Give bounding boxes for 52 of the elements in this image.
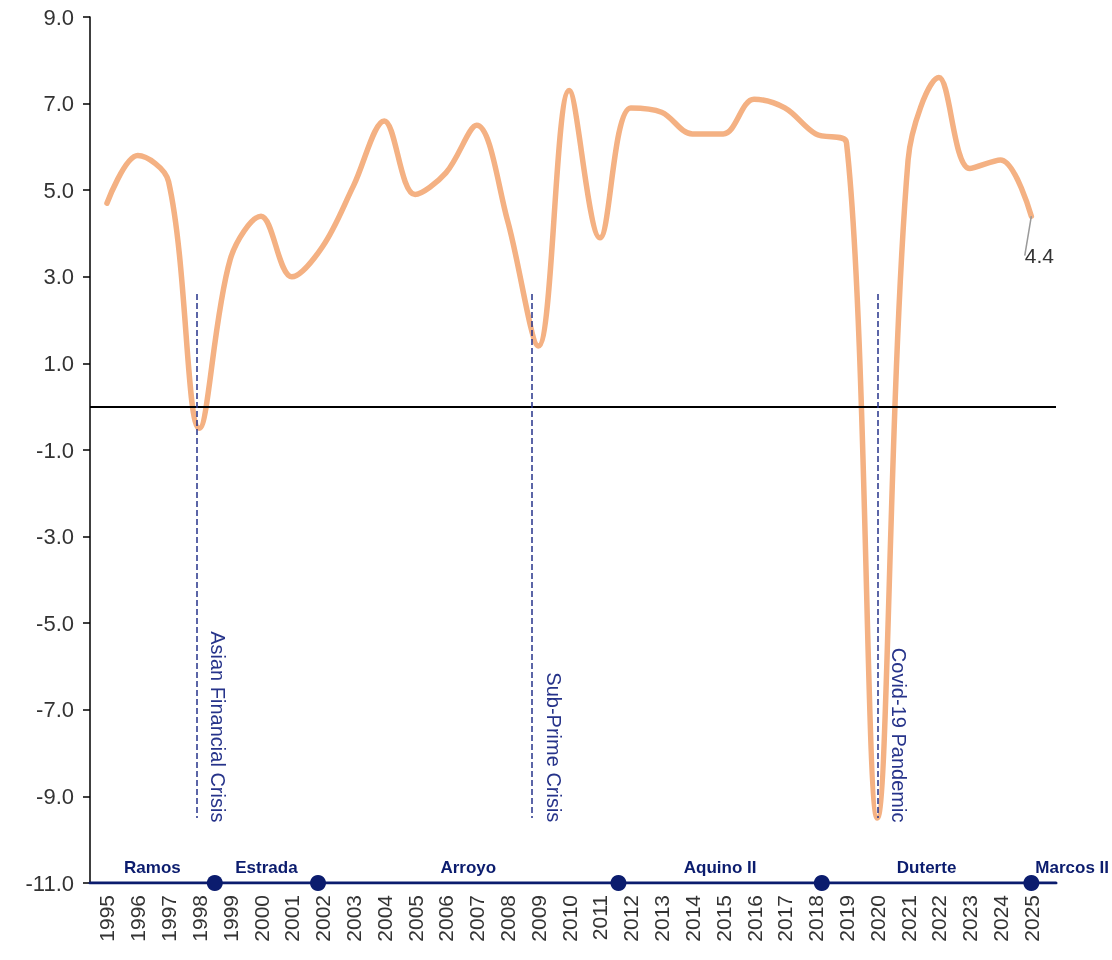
x-tick-label: 2007 bbox=[465, 895, 489, 942]
x-tick-label: 2011 bbox=[588, 895, 612, 941]
x-tick-label: 2016 bbox=[742, 895, 766, 942]
annotation: Duterte bbox=[896, 857, 957, 877]
x-tick-label: 2006 bbox=[434, 895, 458, 942]
x-tick-label: 2002 bbox=[311, 895, 335, 942]
y-tick-label: 5.0 bbox=[43, 177, 74, 203]
y-tick-label: -1.0 bbox=[36, 437, 74, 463]
ref-line-label: Asian Financial Crisis bbox=[207, 631, 230, 823]
x-tick-label: 2018 bbox=[804, 895, 828, 942]
annotation: Ramos bbox=[124, 857, 181, 877]
y-tick-label: 1.0 bbox=[43, 350, 74, 376]
x-tick-label: 2017 bbox=[773, 895, 797, 942]
x-tick-label: 2023 bbox=[958, 895, 982, 942]
x-tick-label: 2001 bbox=[280, 895, 304, 942]
annotation: Aquino II bbox=[683, 857, 757, 877]
y-tick-label: 7.0 bbox=[43, 91, 74, 117]
x-tick-label: 2014 bbox=[680, 894, 704, 942]
annotation: Marcos II bbox=[1035, 857, 1109, 877]
x-tick-label: 2003 bbox=[341, 895, 365, 942]
y-tick-label: -3.0 bbox=[36, 524, 74, 550]
data-label: 4.4 bbox=[1024, 244, 1055, 268]
x-tick-label: 1999 bbox=[218, 895, 242, 942]
x-tick-label: 2004 bbox=[372, 894, 396, 942]
x-tick-label: 2021 bbox=[896, 895, 920, 942]
annotation: Estrada bbox=[235, 857, 299, 877]
x-tick-label: 1995 bbox=[95, 895, 119, 942]
x-tick-label: 2010 bbox=[557, 895, 581, 942]
x-tick-label: 2024 bbox=[989, 894, 1013, 942]
x-tick-label: 1997 bbox=[157, 895, 181, 942]
x-tick-label: 1998 bbox=[187, 895, 211, 942]
x-tick-label: 2005 bbox=[403, 895, 427, 942]
x-tick-label: 2009 bbox=[526, 895, 550, 942]
x-tick-label: 2015 bbox=[711, 895, 735, 942]
ref-line-label: Sub-Prime Crisis bbox=[543, 672, 566, 823]
x-tick-label: 1996 bbox=[126, 895, 150, 942]
y-tick-label: -7.0 bbox=[36, 697, 74, 723]
x-tick-label: 2013 bbox=[650, 895, 674, 942]
x-tick-label: 2025 bbox=[1019, 895, 1043, 942]
x-tick-label: 2012 bbox=[619, 895, 643, 942]
y-tick-label: -9.0 bbox=[36, 783, 74, 809]
y-tick-label: 3.0 bbox=[43, 264, 74, 290]
x-tick-label: 2020 bbox=[865, 895, 889, 942]
x-tick-label: 2022 bbox=[927, 895, 951, 942]
y-tick-label: -11.0 bbox=[25, 870, 74, 896]
y-tick-label: 9.0 bbox=[43, 4, 74, 30]
y-tick-label: -5.0 bbox=[36, 610, 74, 636]
annotation: Arroyo bbox=[440, 857, 497, 877]
x-tick-label: 2008 bbox=[496, 895, 520, 942]
x-tick-label: 2000 bbox=[249, 895, 273, 942]
ref-line-label: Covid-19 Pandemic bbox=[888, 647, 911, 823]
x-tick-label: 2019 bbox=[834, 895, 858, 942]
